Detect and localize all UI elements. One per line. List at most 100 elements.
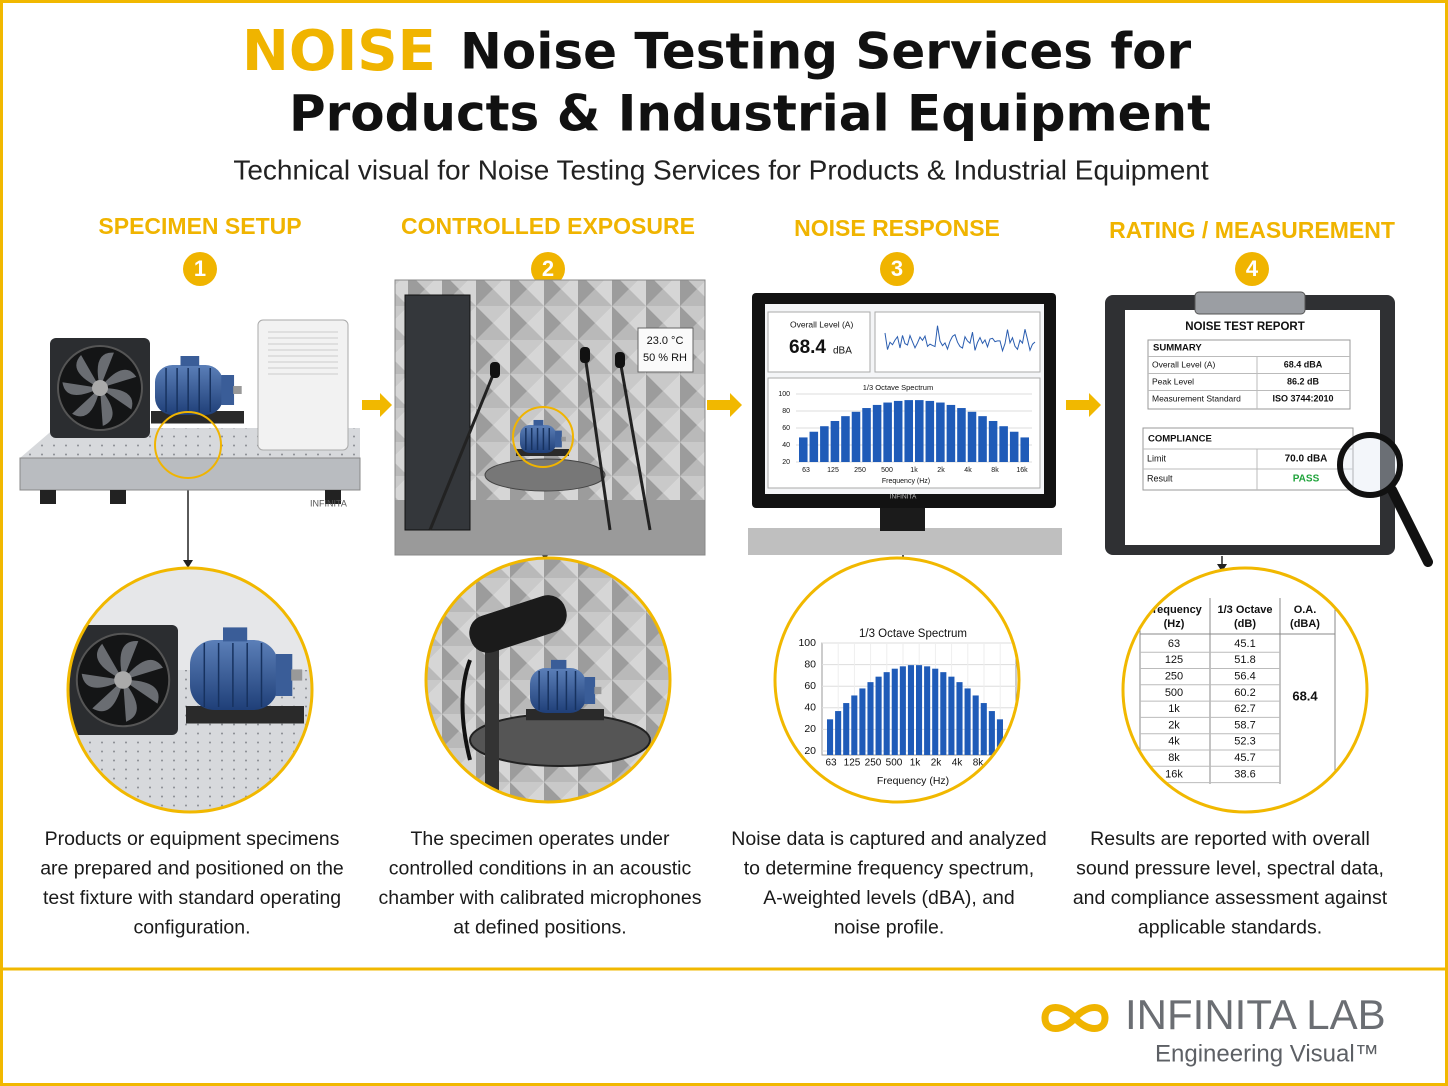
spectrum-title: 1/3 Octave Spectrum xyxy=(859,628,967,640)
y-tick-label: 80 xyxy=(804,658,816,670)
spectrum-bar xyxy=(915,400,924,462)
table-cell: 56.4 xyxy=(1234,671,1255,683)
table-cell: 2k xyxy=(1168,719,1180,731)
compliance-value: 70.0 dBA xyxy=(1285,454,1328,465)
compliance-value: PASS xyxy=(1293,474,1320,485)
spectrum-bar xyxy=(883,672,890,755)
step-number: 2 xyxy=(542,256,554,281)
level-unit: dBA xyxy=(833,346,852,357)
magnifier-handle xyxy=(1387,485,1433,567)
x-tick-label: 125 xyxy=(827,467,839,474)
y-tick-label: 20 xyxy=(804,745,816,757)
fan-blade xyxy=(76,355,100,388)
step-number: 4 xyxy=(1246,256,1259,281)
step-badge xyxy=(183,252,217,286)
group: INFINITA xyxy=(19,319,361,508)
mic xyxy=(615,352,625,368)
table-cell: 51.8 xyxy=(1234,654,1255,666)
spectrum-bar xyxy=(916,665,923,755)
focus-ring xyxy=(154,411,222,479)
summary-key: Peak Level xyxy=(1152,376,1194,386)
x-tick-label: 63 xyxy=(802,467,810,474)
mic-stand xyxy=(583,354,612,531)
table-cell: 52.3 xyxy=(1234,736,1255,748)
spectrum-bar xyxy=(936,402,945,462)
turntable xyxy=(484,458,606,492)
compliance-box xyxy=(1142,427,1354,491)
fan-hub xyxy=(114,671,132,689)
step-description: test fixture with standard operating xyxy=(43,887,341,909)
spectrum-bar xyxy=(956,682,963,755)
step-description: and compliance assessment against xyxy=(1073,887,1388,909)
report-title: NOISE TEST REPORT xyxy=(1185,321,1305,333)
motor-box xyxy=(551,659,567,669)
step-label: RATING / MEASUREMENT xyxy=(1109,217,1395,243)
fan-blade xyxy=(100,388,113,426)
motor-body xyxy=(155,365,223,415)
spectrum-bar xyxy=(948,676,955,755)
spectrum-bar xyxy=(925,400,935,462)
fixture-front xyxy=(19,457,361,491)
step-description: sound pressure level, spectral data, xyxy=(1076,858,1384,880)
ac-unit xyxy=(257,319,349,451)
spectrum-bar xyxy=(904,400,913,462)
fan-blade xyxy=(100,388,133,410)
table-cell: 250 xyxy=(1165,671,1183,683)
fan-blade xyxy=(62,382,100,396)
fixture-brand: INFINITA xyxy=(310,498,347,508)
magnifier-lens xyxy=(1337,432,1403,498)
motor-shaft xyxy=(594,686,602,695)
step-badge xyxy=(1235,252,1269,286)
step-label: SPECIMEN SETUP xyxy=(98,213,301,239)
table-cell: 500 xyxy=(1165,687,1183,699)
x-tick-label: 1k xyxy=(910,758,922,769)
spectrum-bar xyxy=(883,402,892,462)
x-tick-label: 500 xyxy=(881,467,893,474)
spectrum-bar xyxy=(967,411,977,462)
step-description: The specimen operates under xyxy=(410,828,670,850)
motor-shaft xyxy=(561,436,566,442)
x-tick-label: 250 xyxy=(854,467,866,474)
table-cell: 125 xyxy=(1165,654,1183,666)
fan-blade xyxy=(92,680,123,712)
motor-box xyxy=(533,419,544,426)
fixture-foot xyxy=(40,490,56,504)
connector-head xyxy=(183,560,193,568)
group: 1/3 Octave Spectrum 100 80 60 40 20 20 63 125 250… xyxy=(775,558,1019,802)
spectrum-bar xyxy=(999,426,1008,462)
spectrum-bar xyxy=(1020,437,1029,462)
summary-key: Overall Level (A) xyxy=(1152,359,1215,369)
summary-box xyxy=(1147,339,1351,410)
summary-value: 68.4 dBA xyxy=(1284,359,1323,369)
spectrum-bar xyxy=(799,437,808,462)
summary-title: SUMMARY xyxy=(1153,343,1202,354)
zoom-ring xyxy=(66,566,314,814)
table-cell: 63 xyxy=(1168,638,1180,650)
table-overall: 68.4 xyxy=(1292,688,1318,703)
fan-blade xyxy=(123,680,159,704)
logo-mark xyxy=(1041,1004,1109,1032)
table-cell: 58.7 xyxy=(1234,719,1255,731)
step-description: Results are reported with overall xyxy=(1090,828,1370,850)
step-description: configuration. xyxy=(133,917,250,939)
spectrum-bar xyxy=(924,666,931,755)
y-tick-label: 80 xyxy=(782,408,790,415)
mic-cable xyxy=(460,659,472,761)
y-tick-label: 60 xyxy=(804,680,816,692)
badge: NOISE xyxy=(242,19,436,84)
step-description: controlled conditions in an acoustic xyxy=(389,858,692,880)
step-badge xyxy=(880,252,914,286)
fan-blade xyxy=(96,643,123,680)
x-tick-label: 16k xyxy=(1016,467,1028,474)
spectrum-bar xyxy=(820,426,829,462)
spectrum-bar xyxy=(964,688,971,755)
summary-value: ISO 3744:2010 xyxy=(1272,393,1333,403)
step-description: are prepared and positioned on the xyxy=(40,858,344,880)
step-description: to determine frequency spectrum, xyxy=(744,858,1034,880)
footer-tagline: Engineering Visual™ xyxy=(1155,1040,1379,1067)
step-description: noise profile. xyxy=(834,917,945,939)
motor-shaft xyxy=(291,669,303,681)
step-description: A-weighted levels (dBA), and xyxy=(763,887,1014,909)
spectrum-bar xyxy=(875,676,882,755)
fan-blade xyxy=(97,352,114,388)
